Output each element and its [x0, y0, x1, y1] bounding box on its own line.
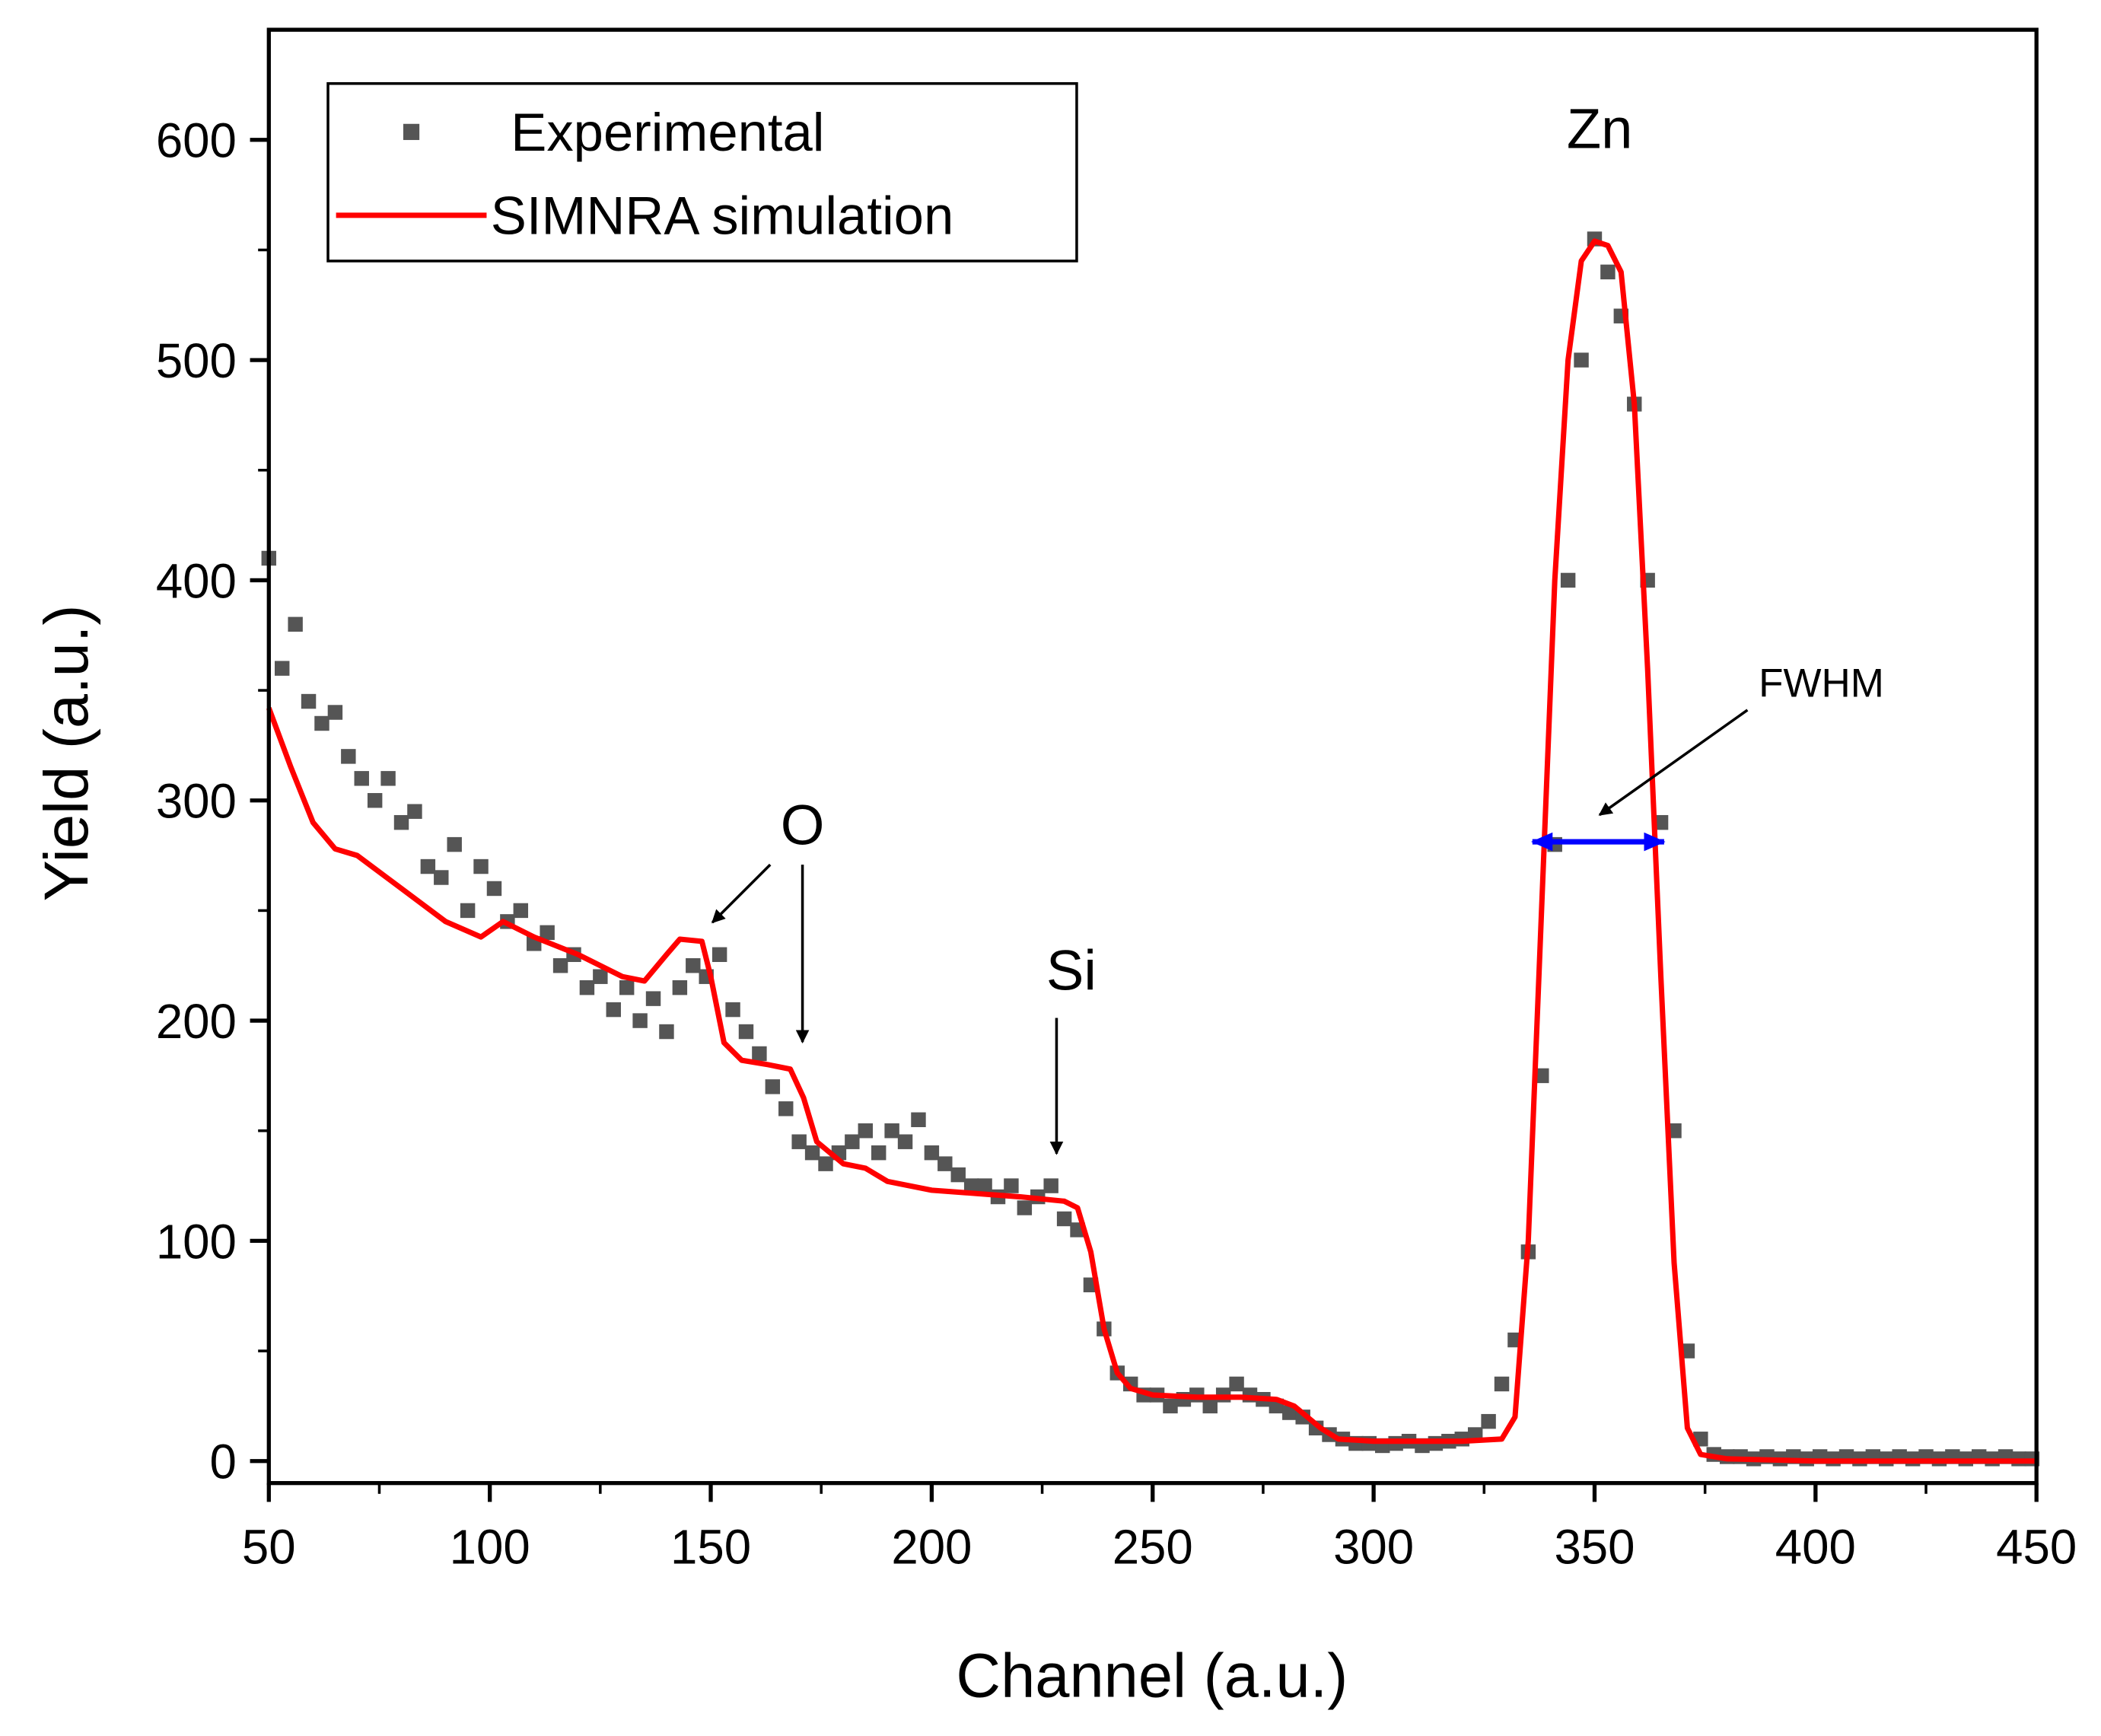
y-tick-label: 200: [156, 995, 237, 1049]
data-point: [858, 1123, 873, 1139]
data-point: [619, 979, 635, 995]
data-point: [393, 814, 409, 830]
legend-label: Experimental: [511, 102, 824, 162]
data-point: [645, 991, 661, 1006]
data-point: [420, 858, 436, 874]
data-point: [725, 1002, 740, 1018]
annotation-zn: Zn: [1567, 97, 1633, 161]
annotation-o: O: [781, 794, 825, 857]
legend: Experimental SIMNRA simulation: [326, 81, 1078, 263]
data-point: [288, 616, 303, 632]
arrow: [1598, 709, 1749, 817]
data-point: [632, 1013, 648, 1028]
data-point: [1056, 1211, 1072, 1227]
data-point: [341, 749, 356, 764]
data-point: [1004, 1178, 1019, 1193]
data-point: [1560, 572, 1576, 588]
x-tick-label: 50: [242, 1521, 296, 1575]
data-point: [1043, 1178, 1058, 1193]
data-point: [818, 1156, 833, 1171]
data-point: [791, 1134, 807, 1149]
legend-frame: [326, 81, 1078, 263]
data-point: [606, 1002, 621, 1018]
data-point: [686, 958, 701, 973]
data-point: [950, 1167, 966, 1183]
data-point: [354, 771, 369, 786]
x-tick-label: 300: [1333, 1521, 1414, 1575]
data-point: [963, 1178, 979, 1193]
x-tick-label: 150: [670, 1521, 751, 1575]
arrow: [711, 863, 772, 924]
y-tick-label: 300: [156, 775, 237, 829]
data-point: [1574, 352, 1589, 368]
data-point: [513, 903, 529, 919]
x-tick-label: 200: [891, 1521, 972, 1575]
data-point: [765, 1079, 781, 1094]
data-point: [579, 979, 595, 995]
data-point: [1163, 1398, 1178, 1414]
data-point: [1017, 1200, 1033, 1215]
data-point: [1481, 1413, 1496, 1429]
data-point: [593, 969, 608, 984]
data-line: [266, 238, 2037, 1464]
data-point: [924, 1145, 940, 1161]
data-point: [752, 1046, 767, 1062]
data-point: [1653, 814, 1669, 830]
data-point: [1229, 1376, 1244, 1392]
data-point: [977, 1178, 992, 1193]
data-point: [1202, 1398, 1218, 1414]
y-tick-label: 100: [156, 1215, 237, 1269]
data-point: [738, 1024, 754, 1040]
legend-swatch: [403, 123, 420, 140]
data-point: [540, 925, 555, 941]
data-point: [672, 979, 688, 995]
x-tick-label: 100: [450, 1521, 530, 1575]
data-point: [871, 1145, 887, 1161]
y-tick-label: 0: [210, 1435, 237, 1489]
data-point: [1534, 1068, 1549, 1084]
legend-label: SIMNRA simulation: [491, 186, 953, 246]
annotation-si: Si: [1046, 938, 1097, 1002]
data-point: [804, 1145, 820, 1161]
data-point: [473, 858, 489, 874]
y-axis-title: Yield (a.u.): [32, 605, 101, 902]
data-point: [407, 804, 422, 819]
data-point: [380, 771, 396, 786]
data-point: [447, 836, 462, 852]
data-point: [327, 705, 343, 720]
plot-area: [261, 231, 2040, 1467]
data-point: [778, 1101, 794, 1116]
data-point: [845, 1134, 860, 1149]
data-point: [434, 870, 449, 885]
data-point: [659, 1024, 674, 1040]
data-point: [937, 1156, 953, 1171]
data-point: [486, 881, 502, 897]
data-point: [275, 661, 290, 676]
data-point: [897, 1134, 913, 1149]
x-tick-label: 400: [1775, 1521, 1856, 1575]
data-point: [1282, 1405, 1297, 1420]
data-point: [911, 1112, 926, 1127]
data-point: [711, 947, 727, 962]
data-point: [1494, 1376, 1510, 1392]
y-tick-label: 500: [156, 334, 237, 388]
y-tick-label: 600: [156, 114, 237, 168]
data-point: [884, 1123, 899, 1139]
data-point: [1600, 264, 1616, 280]
annotation-fwhm: FWHM: [1759, 661, 1884, 706]
y-tick-label: 400: [156, 554, 237, 608]
data-point: [552, 958, 568, 973]
data-point: [314, 715, 329, 731]
x-tick-label: 450: [1996, 1521, 2077, 1575]
data-point: [367, 793, 383, 808]
data-point: [301, 693, 317, 709]
x-tick-label: 250: [1113, 1521, 1193, 1575]
x-axis-title: Channel (a.u.): [956, 1642, 1348, 1711]
data-point: [460, 903, 476, 919]
x-tick-label: 350: [1554, 1521, 1635, 1575]
